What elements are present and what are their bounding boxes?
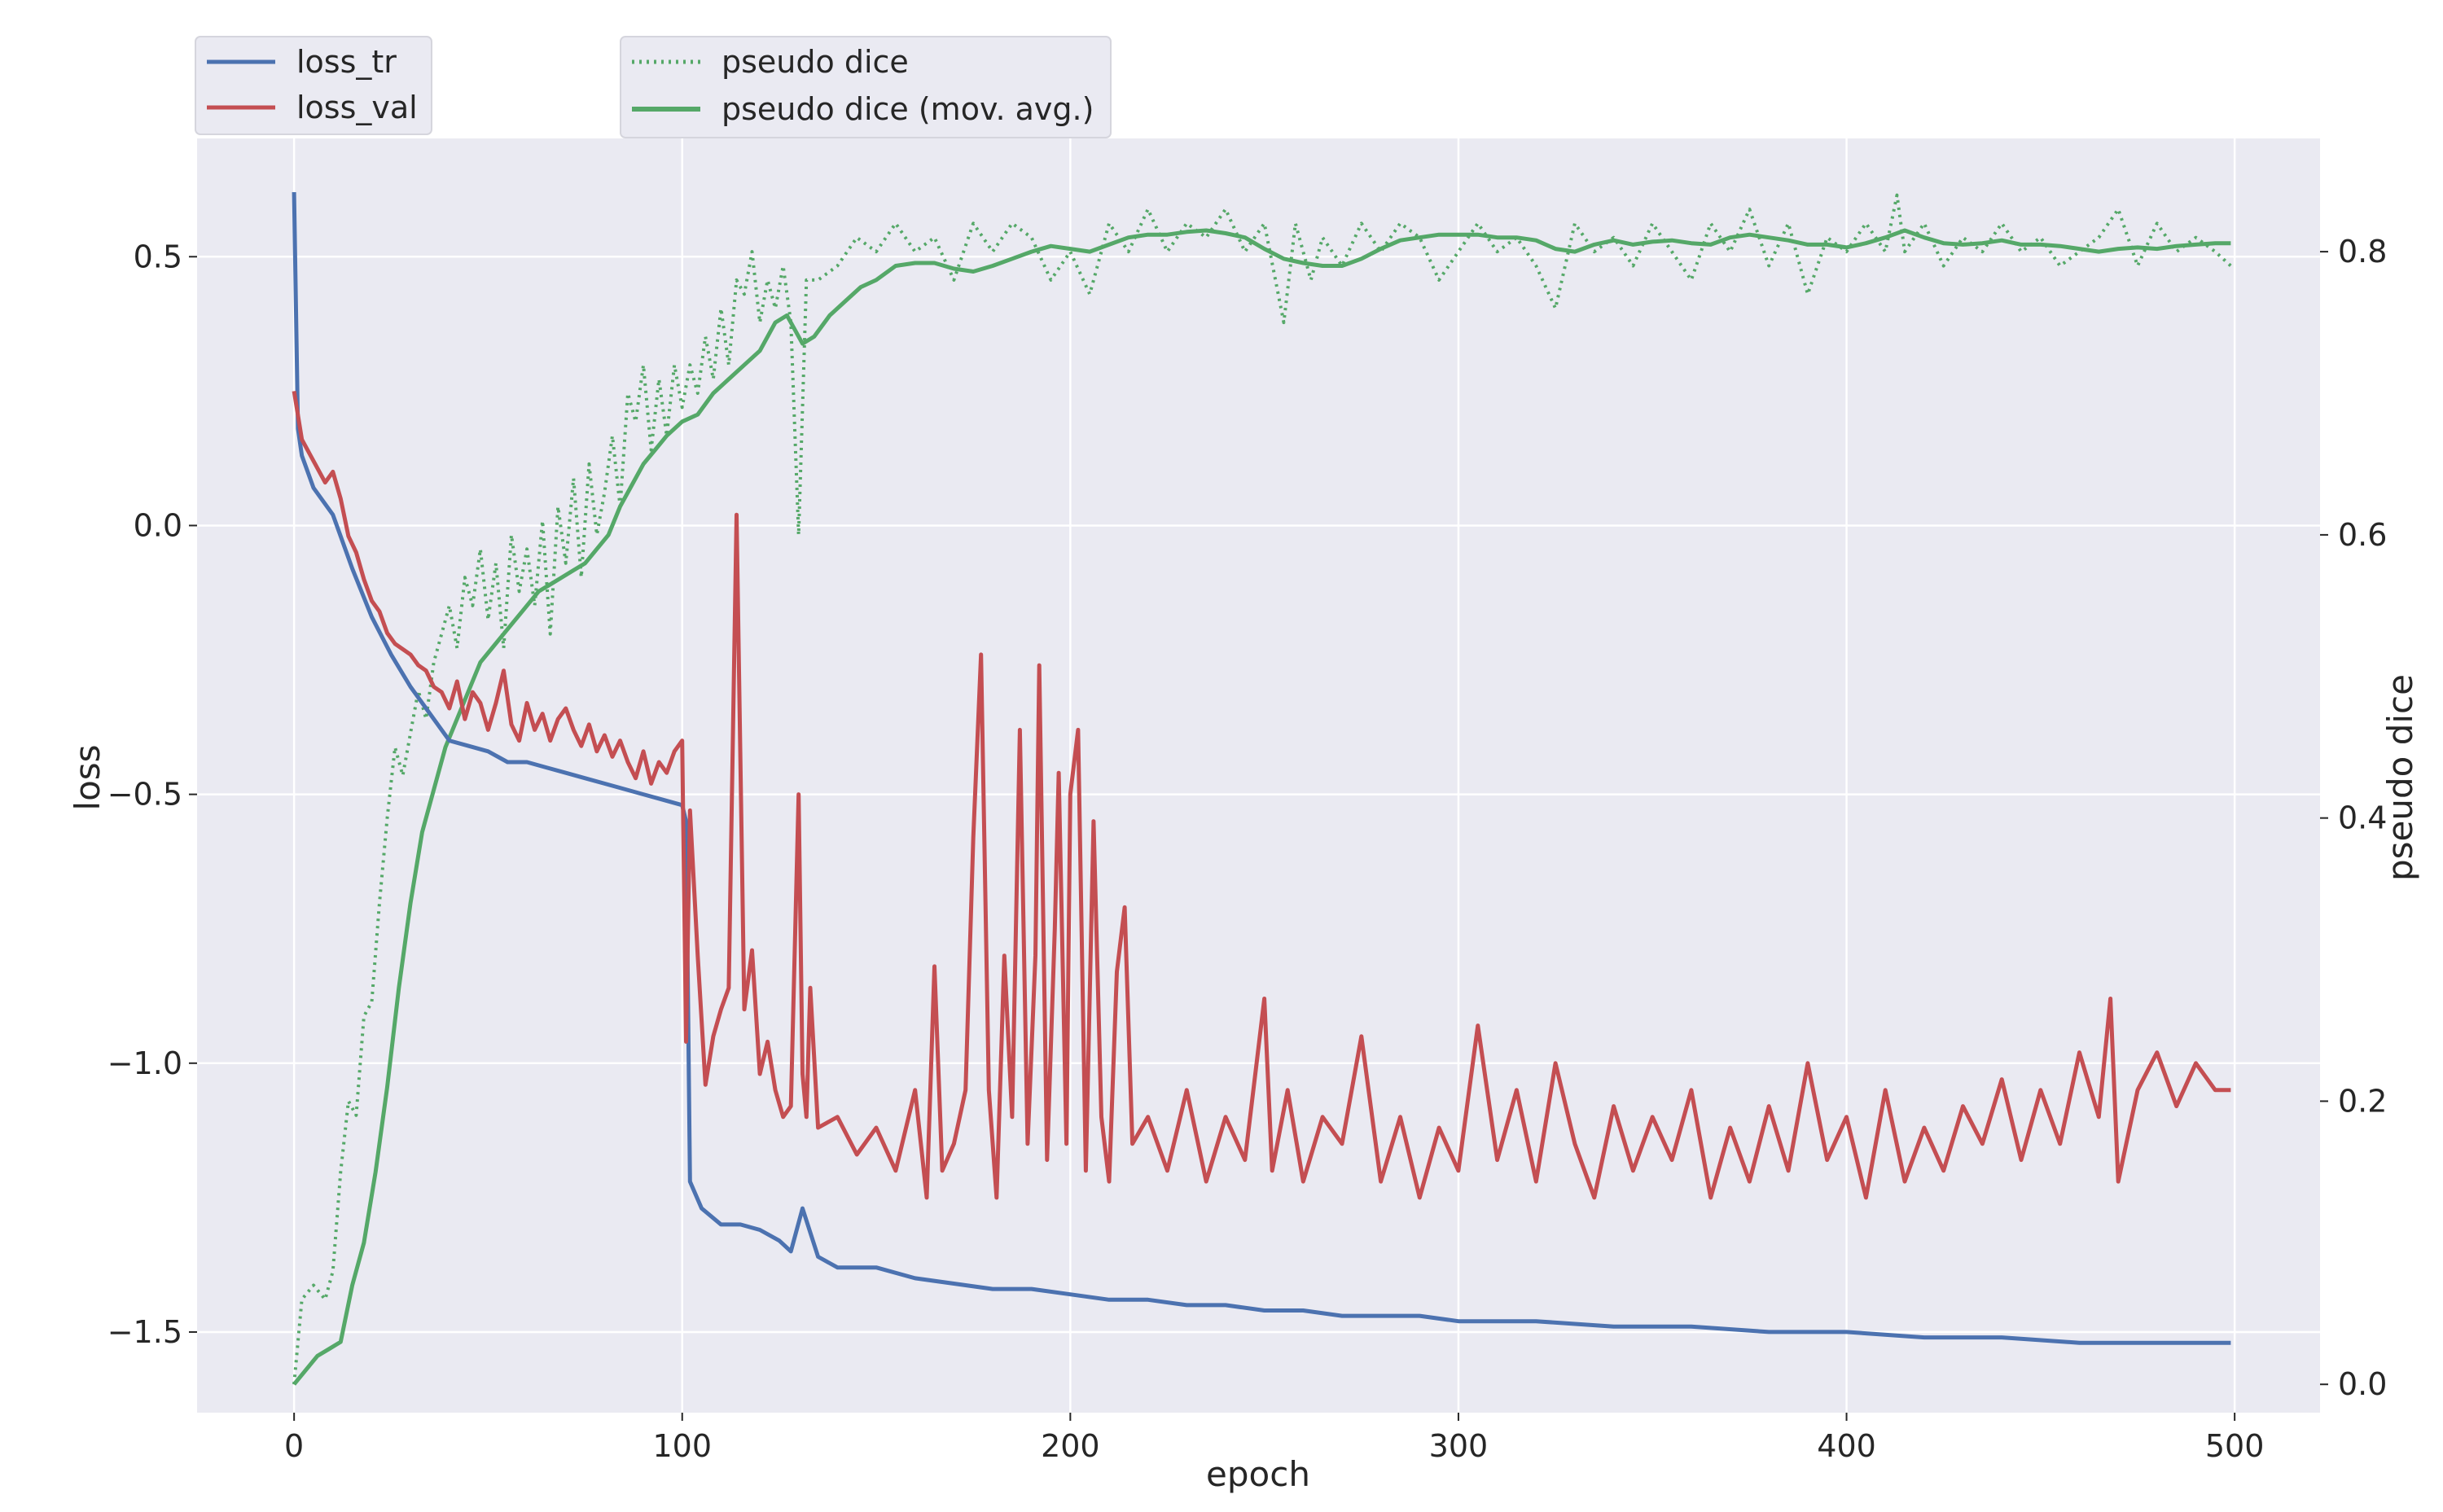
- x-tick-label: 0: [284, 1428, 304, 1464]
- y-left-tick-label: −0.5: [107, 777, 182, 813]
- y-left-tick-label: 0.0: [134, 507, 182, 543]
- series-pseudo-dice-line: [292, 193, 2232, 1385]
- legend-loss: loss_tr loss_val: [195, 36, 432, 135]
- legend-label-loss-val: loss_val: [296, 90, 418, 125]
- legend-dice-box: [620, 36, 1112, 138]
- series-loss-tr-line: [292, 191, 2231, 1345]
- series-loss-val-line: [292, 391, 2231, 1200]
- grid-lines: [197, 138, 2320, 1413]
- y-left-tick-label: 0.5: [134, 239, 182, 274]
- legend-label-pseudo-dice: pseudo dice: [721, 44, 909, 80]
- x-tick-label: 300: [1429, 1428, 1489, 1464]
- legend-label-loss-tr: loss_tr: [296, 44, 397, 80]
- y-left-tick-label: −1.5: [107, 1314, 182, 1350]
- y-axis-left-title: loss: [68, 744, 107, 810]
- series-lines: [292, 191, 2232, 1386]
- axis-ticks: 0 100 200 300 400 500 0.5 0.0 −0.5 −1.0 −1.5 0.0 0.2…: [107, 234, 2388, 1464]
- x-tick-label: 200: [1041, 1428, 1100, 1464]
- y-right-tick-label: 0.0: [2338, 1366, 2387, 1402]
- x-tick-label: 500: [2205, 1428, 2265, 1464]
- y-right-tick-label: 0.8: [2338, 234, 2387, 270]
- y-right-tick-label: 0.6: [2338, 517, 2387, 553]
- y-left-tick-label: −1.0: [107, 1045, 182, 1081]
- x-tick-label: 400: [1817, 1428, 1876, 1464]
- y-right-tick-label: 0.4: [2338, 800, 2387, 836]
- y-right-tick-label: 0.2: [2338, 1083, 2387, 1119]
- plot-background: [197, 138, 2320, 1413]
- legend-dice: pseudo dice pseudo dice (mov. avg.): [620, 36, 1112, 138]
- legend-label-pseudo-dice-avg: pseudo dice (mov. avg.): [721, 91, 1094, 127]
- series-pseudo-dice-mov-avg-line: [292, 228, 2231, 1386]
- y-axis-right-title: pseudo dice: [2380, 674, 2420, 881]
- x-tick-label: 100: [652, 1428, 712, 1464]
- x-axis-title: epoch: [1206, 1454, 1310, 1494]
